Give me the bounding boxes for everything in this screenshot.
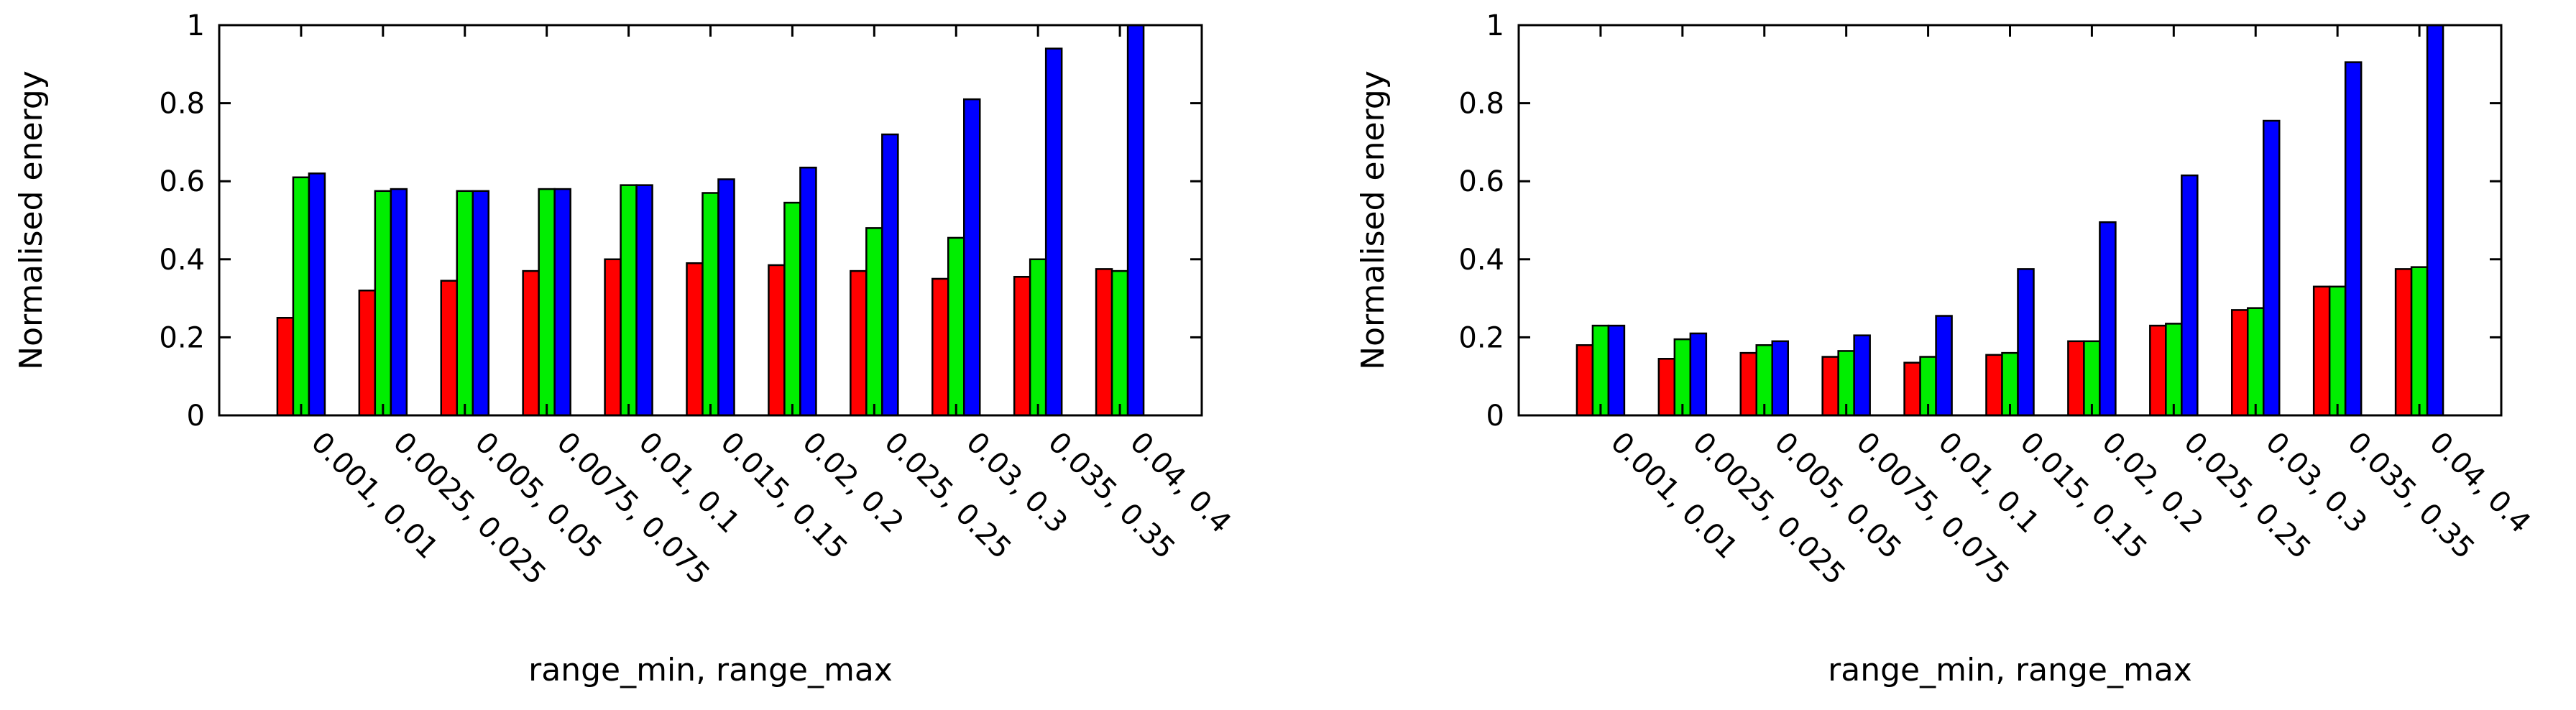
bar-series-blue-10	[1126, 24, 1145, 417]
bar-series-blue-8	[963, 98, 981, 417]
y-tick-label: 0.8	[159, 88, 205, 121]
y-tick-label: 0.8	[1458, 88, 1504, 121]
bar-series-green-3	[538, 188, 556, 417]
y-tick-label: 0.4	[159, 244, 205, 277]
bar-series-red-5	[686, 262, 704, 417]
bar-series-red-6	[768, 264, 786, 417]
bar-series-blue-6	[2099, 221, 2117, 417]
bar-series-red-9	[1013, 275, 1031, 417]
bar-series-blue-3	[1853, 334, 1871, 417]
bar-series-blue-8	[2263, 119, 2281, 417]
bar-series-green-9	[2328, 285, 2347, 417]
y-tick-label: 0.4	[1458, 244, 1504, 277]
y-tick-label: 0	[187, 400, 205, 433]
bar-series-green-9	[1029, 258, 1047, 417]
bar-series-blue-7	[881, 133, 899, 417]
bar-series-red-9	[2312, 285, 2331, 417]
bar-series-red-7	[850, 269, 868, 417]
bar-series-red-1	[358, 289, 377, 417]
bar-series-blue-3	[553, 188, 571, 417]
bar-series-green-5	[702, 192, 719, 417]
bar-series-blue-10	[2426, 24, 2444, 417]
bar-series-red-4	[1903, 361, 1921, 417]
bar-series-red-3	[522, 269, 540, 417]
bar-series-green-10	[2410, 266, 2429, 417]
bar-series-blue-0	[1607, 324, 1626, 417]
bar-series-blue-9	[2344, 61, 2363, 417]
bar-series-green-4	[620, 184, 638, 417]
y-tick-label: 1	[1486, 9, 1504, 42]
bar-series-red-0	[1576, 344, 1594, 417]
bar-series-red-8	[2231, 309, 2249, 417]
bar-series-blue-5	[2017, 268, 2035, 417]
bar-series-blue-5	[717, 178, 735, 417]
bar-series-red-7	[2149, 324, 2167, 417]
y-axis-title: Normalised energy	[13, 70, 50, 370]
chart-right: 00.20.40.60.810.001, 0.010.0025, 0.0250.…	[1355, 9, 2536, 688]
y-tick-label: 0.6	[1458, 165, 1504, 198]
x-axis-title: range_min, range_max	[1828, 652, 2192, 688]
y-tick-label: 0.2	[159, 321, 205, 354]
bar-series-red-5	[1985, 354, 2003, 417]
y-tick-label: 0	[1486, 400, 1504, 433]
bar-series-green-8	[947, 236, 965, 417]
bar-series-blue-4	[635, 184, 653, 417]
bar-series-red-1	[1657, 358, 1676, 417]
bar-series-blue-7	[2181, 174, 2199, 417]
bar-series-red-10	[1095, 268, 1113, 417]
bar-series-green-0	[292, 176, 310, 417]
y-tick-label: 1	[187, 9, 205, 42]
bar-series-blue-1	[390, 188, 408, 417]
chart-left: 00.20.40.60.810.001, 0.010.0025, 0.0250.…	[13, 9, 1237, 688]
bar-series-green-6	[783, 201, 801, 417]
y-axis-title: Normalised energy	[1355, 70, 1392, 370]
bar-series-red-2	[440, 280, 458, 417]
bar-series-green-2	[456, 190, 474, 417]
bar-series-green-0	[1591, 324, 1610, 417]
bar-series-red-8	[932, 277, 949, 417]
bar-series-red-2	[1739, 351, 1757, 417]
bar-series-green-10	[1110, 269, 1129, 417]
y-tick-label: 0.6	[159, 165, 205, 198]
bar-series-blue-2	[472, 190, 489, 417]
bar-series-red-4	[604, 258, 622, 417]
bar-series-red-6	[2067, 340, 2085, 417]
bar-series-blue-0	[308, 172, 326, 417]
bar-series-green-1	[374, 190, 392, 417]
bar-series-blue-9	[1044, 47, 1063, 417]
bar-series-red-3	[1821, 356, 1839, 417]
bar-series-green-7	[2165, 323, 2183, 417]
bar-series-red-0	[276, 317, 295, 417]
bar-series-blue-6	[799, 166, 817, 417]
bar-series-red-10	[2394, 268, 2413, 417]
bar-series-blue-1	[1689, 332, 1708, 417]
y-tick-label: 0.2	[1458, 321, 1504, 354]
bar-series-green-7	[865, 227, 883, 417]
bar-series-green-8	[2247, 307, 2265, 417]
x-axis-title: range_min, range_max	[528, 652, 893, 688]
bar-series-blue-4	[1935, 315, 1953, 417]
bar-series-blue-2	[1771, 340, 1789, 417]
